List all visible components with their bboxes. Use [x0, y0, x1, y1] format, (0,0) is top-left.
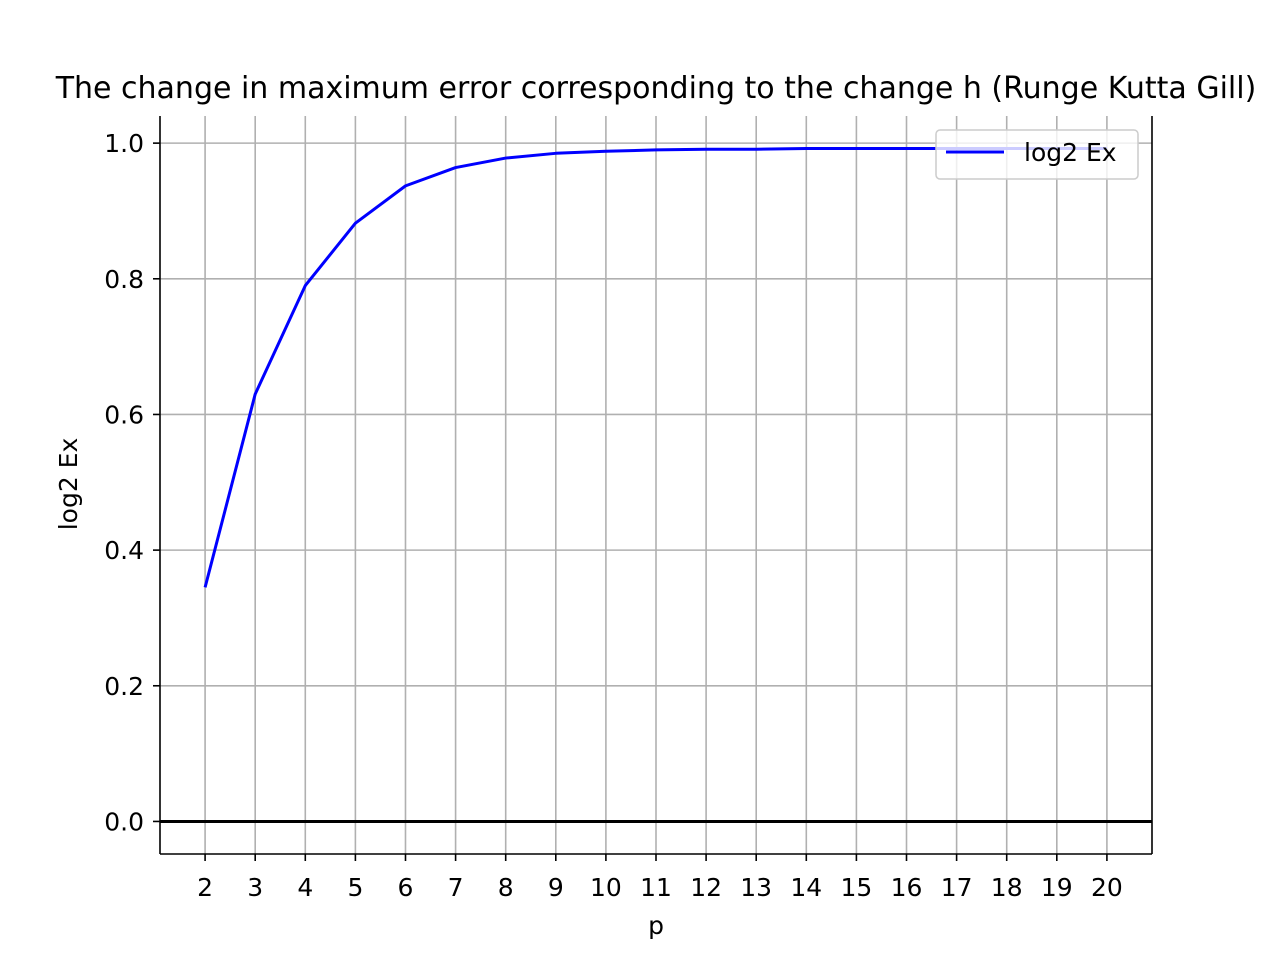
x-tick-label-16: 16 — [891, 873, 923, 902]
y-axis-label: log2 Ex — [54, 438, 83, 531]
y-tick-label-4: 0.8 — [104, 265, 144, 294]
x-tick-label-12: 12 — [690, 873, 722, 902]
legend-box — [935, 129, 1139, 180]
x-tick-label-18: 18 — [991, 873, 1023, 902]
y-tick-label-5: 1.0 — [104, 129, 144, 158]
x-tick-label-5: 5 — [347, 873, 363, 902]
x-tick-label-11: 11 — [640, 873, 672, 902]
y-tick-label-1: 0.2 — [104, 672, 144, 701]
x-tick-label-17: 17 — [941, 873, 973, 902]
x-tick-label-3: 3 — [247, 873, 263, 902]
x-tick-label-8: 8 — [498, 873, 514, 902]
x-tick-label-4: 4 — [297, 873, 313, 902]
x-tick-label-9: 9 — [548, 873, 564, 902]
x-tick-label-2: 2 — [197, 873, 213, 902]
x-tick-label-14: 14 — [790, 873, 822, 902]
x-tick-label-19: 19 — [1041, 873, 1073, 902]
y-tick-label-3: 0.6 — [104, 400, 144, 429]
x-tick-label-6: 6 — [398, 873, 414, 902]
ticks: 2 3 4 5 6 7 8 9 10 11 12 13 14 15 16 17 18 19 20 0.0 0.2 0.4 0… — [104, 129, 1123, 902]
x-tick-label-10: 10 — [590, 873, 622, 902]
x-tick-label-15: 15 — [840, 873, 872, 902]
legend-entry-log2-ex: log2 Ex — [1024, 138, 1117, 167]
x-tick-label-20: 20 — [1091, 873, 1123, 902]
x-tick-label-7: 7 — [448, 873, 464, 902]
y-tick-label-2: 0.4 — [104, 536, 144, 565]
y-tick-label-0: 0.0 — [104, 807, 144, 836]
legend: log2 Ex — [935, 129, 1139, 180]
chart-title: The change in maximum error correspondin… — [55, 71, 1257, 106]
x-tick-label-13: 13 — [740, 873, 772, 902]
x-axis-label: p — [648, 911, 664, 940]
